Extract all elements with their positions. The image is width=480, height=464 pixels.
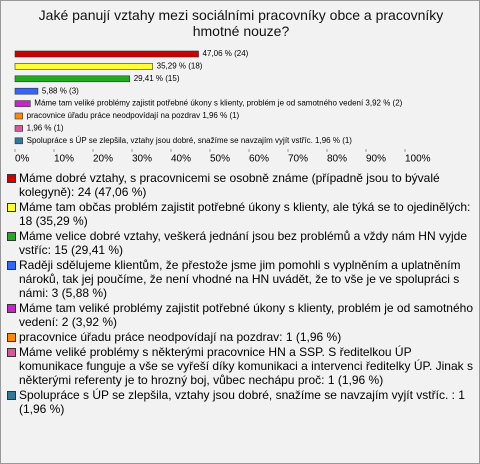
legend-label: Raději sdělujeme klientům, že přestože j…	[19, 258, 461, 300]
value-label: Máme tam veliké problémy zajistit potřeb…	[34, 99, 402, 108]
legend-entry: Máme tam občas problém zajistit potřebné…	[7, 200, 473, 228]
legend-label: Spolupráce s ÚP se zlepšila, vztahy jsou…	[19, 388, 465, 416]
bar	[14, 137, 23, 145]
bar	[14, 75, 130, 83]
bar	[14, 87, 39, 95]
value-label: 35,29 % (18)	[157, 62, 203, 71]
value-label: 29,41 % (15)	[134, 74, 180, 83]
legend-entry: Máme dobré vztahy, s pracovnicemi se oso…	[7, 171, 473, 199]
bar	[14, 100, 31, 107]
legend-swatch	[7, 232, 16, 241]
x-tick-label: 90%	[366, 154, 386, 165]
legend-entry: Máme tam veliké problémy zajistit potřeb…	[7, 301, 473, 329]
chart: 0% 10% 20% 30% 40% 50% 60% 70% 80% 90% 100% 47,06 %…	[14, 49, 431, 165]
x-tick-label: 0%	[15, 154, 30, 165]
value-label: pracovnice úřadu práce neodpovídají na p…	[27, 111, 240, 120]
bar	[14, 50, 199, 58]
legend-swatch	[7, 333, 16, 342]
value-label: 5,88 % (3)	[42, 86, 79, 95]
x-tick-label: 100%	[405, 154, 431, 165]
x-tick-label: 20%	[93, 154, 113, 165]
legend-label: Máme velice dobré vztahy, veškerá jednán…	[19, 229, 467, 257]
x-tick-label: 30%	[132, 154, 152, 165]
legend-swatch	[7, 174, 16, 183]
bar	[14, 63, 153, 70]
legend-entry: Máme velice dobré vztahy, veškerá jednán…	[7, 229, 473, 257]
legend-swatch	[7, 261, 16, 270]
legend-swatch	[7, 304, 16, 313]
x-tick-label: 10%	[54, 154, 74, 165]
legend-entry: pracovnice úřadu práce neodpovídají na p…	[7, 330, 473, 344]
x-tick-label: 80%	[327, 154, 347, 165]
legend-swatch	[7, 391, 16, 400]
value-label: Spolupráce s ÚP se zlepšila, vztahy jsou…	[27, 136, 353, 145]
x-tick-label: 60%	[249, 154, 269, 165]
legend-label: Máme tam občas problém zajistit potřebné…	[19, 200, 471, 228]
bar	[14, 112, 23, 120]
bar	[14, 125, 23, 132]
legend-swatch	[7, 203, 16, 212]
legend-label: Máme dobré vztahy, s pracovnicemi se oso…	[19, 171, 440, 199]
x-tick-label: 70%	[288, 154, 308, 165]
legend-label: pracovnice úřadu práce neodpovídají na p…	[19, 330, 342, 344]
legend: Máme dobré vztahy, s pracovnicemi se oso…	[7, 171, 473, 417]
legend-label: Máme tam veliké problémy zajistit potřeb…	[19, 301, 473, 329]
value-label: 47,06 % (24)	[203, 49, 249, 58]
legend-entry: Máme veliké problémy s některými pracovn…	[7, 345, 473, 387]
chart-title: Jaké panují vztahy mezi sociálními praco…	[38, 7, 444, 39]
legend-entry: Spolupráce s ÚP se zlepšila, vztahy jsou…	[7, 388, 473, 416]
legend-label: Máme veliké problémy s některými pracovn…	[19, 345, 473, 387]
x-tick-label: 40%	[171, 154, 191, 165]
x-tick-label: 50%	[210, 154, 230, 165]
legend-entry: Raději sdělujeme klientům, že přestože j…	[7, 258, 473, 300]
legend-swatch	[7, 348, 16, 357]
value-label: 1,96 % (1)	[27, 124, 64, 133]
